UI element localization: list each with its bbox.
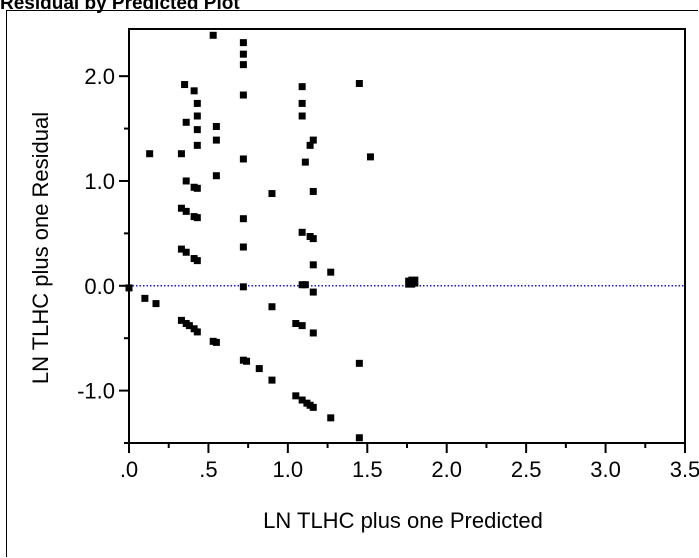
data-point [212,136,220,144]
data-point [212,172,220,180]
y-tick-label: 1.0 [84,169,115,194]
data-point [298,99,306,107]
data-point [301,158,309,166]
x-tick-label: .0 [120,457,138,482]
data-point [268,376,276,384]
data-point [366,153,374,161]
x-axis: .0 .5 1.0 1.5 2.0 2.5 3.0 3.5 [120,443,699,482]
y-tick-label: 0.0 [84,274,115,299]
x-tick-label: 3.5 [670,457,699,482]
data-point [298,228,306,236]
data-point [125,284,133,292]
data-point [292,320,300,328]
data-point [408,276,419,287]
x-tick-label: 3.0 [590,457,621,482]
data-point [193,112,201,120]
data-point [152,300,160,308]
data-point [255,365,263,373]
data-point [193,257,201,265]
x-tick-label: 2.0 [431,457,462,482]
data-point [146,150,154,158]
data-point [309,261,317,269]
data-point [177,316,185,324]
x-tick-label: 2.5 [511,457,542,482]
data-point [182,207,190,215]
data-point [309,329,317,337]
data-point [239,243,247,251]
data-point [212,122,220,130]
data-point [298,112,306,120]
data-point [355,80,363,88]
data-points [125,31,419,442]
data-point [177,150,185,158]
data-point [309,136,317,144]
data-point [355,359,363,367]
data-point [209,31,217,39]
data-point [193,184,201,192]
data-point [306,141,314,149]
data-point [309,187,317,195]
data-point [355,434,363,442]
data-point [239,61,247,69]
data-point [181,81,189,89]
y-axis: -1.0 0.0 1.0 2.0 [77,64,129,444]
data-point [268,190,276,198]
data-point [141,294,149,302]
data-point [298,322,306,330]
data-point [212,338,220,346]
data-point [292,392,300,400]
data-point [327,414,335,422]
data-point [309,403,317,411]
y-tick-label: -1.0 [77,379,115,404]
data-point [193,141,201,149]
data-point [309,288,317,296]
data-point [182,248,190,256]
y-axis-label: LN TLHC plus one Residual [28,112,53,384]
data-point [301,281,309,289]
data-point [193,214,201,222]
data-point [177,204,185,212]
data-point [298,396,306,404]
data-point [239,50,247,58]
data-point [239,39,247,47]
x-tick-label: 1.0 [273,457,304,482]
data-point [298,83,306,91]
data-point [177,245,185,253]
data-point [268,303,276,311]
data-point [193,126,201,134]
data-point [190,87,198,95]
data-point [239,155,247,163]
data-point [193,328,201,336]
data-point [182,118,190,126]
x-tick-label: 1.5 [352,457,383,482]
data-point [243,357,251,365]
x-axis-label: LN TLHC plus one Predicted [263,508,543,533]
data-point [239,215,247,223]
data-point [239,91,247,99]
data-point [239,283,247,291]
data-point [193,99,201,107]
report-frame [6,10,698,557]
y-tick-label: 2.0 [84,64,115,89]
data-point [327,268,335,276]
data-point [182,177,190,185]
data-point [185,322,193,330]
data-point [309,235,317,243]
plot-area [128,28,686,444]
x-tick-label: .5 [199,457,217,482]
